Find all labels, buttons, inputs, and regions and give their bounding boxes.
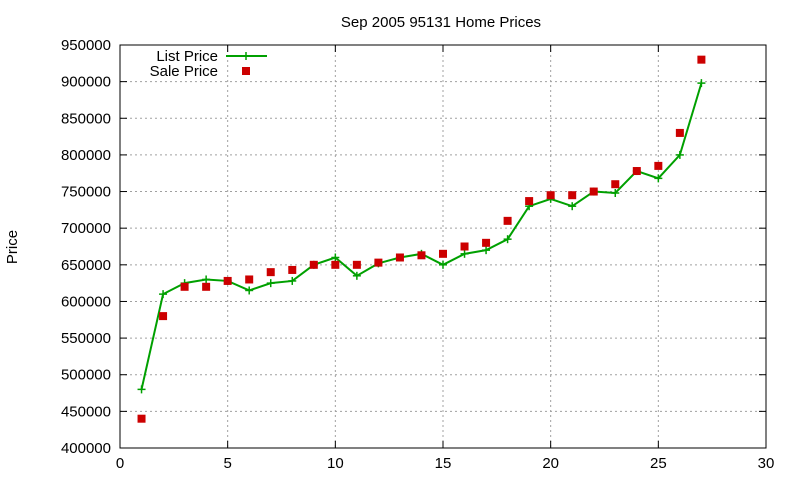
sale-price-point <box>417 251 426 260</box>
legend-square-sample <box>242 67 250 75</box>
sale-price-point <box>202 282 211 291</box>
y-tick-label: 800000 <box>61 147 111 164</box>
sale-price-point <box>568 191 577 200</box>
x-tick-label: 30 <box>758 455 775 472</box>
sale-price-point <box>309 260 318 269</box>
list-price-point <box>331 253 340 262</box>
sale-price-point <box>654 161 663 170</box>
y-tick-label: 950000 <box>61 37 111 54</box>
list-price-point <box>288 276 297 285</box>
chart-title: Sep 2005 95131 Home Prices <box>341 14 541 31</box>
list-price-point <box>202 275 211 284</box>
list-price-point <box>352 271 361 280</box>
y-tick-label: 700000 <box>61 220 111 237</box>
y-tick-label: 750000 <box>61 184 111 201</box>
list-price-point <box>675 150 684 159</box>
sale-price-point <box>395 253 404 262</box>
sale-price-point <box>245 275 254 284</box>
grid <box>120 45 766 448</box>
x-tick-label: 0 <box>116 455 124 472</box>
sale-price-point <box>266 268 275 277</box>
list-price-point <box>697 79 706 88</box>
series-1 <box>137 55 706 423</box>
y-tick-label: 550000 <box>61 330 111 347</box>
list-price-point <box>503 235 512 244</box>
sale-price-point <box>331 260 340 269</box>
legend-plus-sample <box>242 52 250 60</box>
list-price-point <box>137 385 146 394</box>
sale-price-point <box>223 276 232 285</box>
list-price-point <box>482 246 491 255</box>
y-tick-label: 850000 <box>61 110 111 127</box>
sale-price-point <box>288 265 297 274</box>
list-price-point <box>611 189 620 198</box>
sale-price-point <box>525 197 534 206</box>
sale-price-point <box>697 55 706 64</box>
y-tick-label: 600000 <box>61 293 111 310</box>
sale-price-point <box>632 167 641 176</box>
sale-price-point <box>482 238 491 247</box>
y-tick-label: 450000 <box>61 403 111 420</box>
list-price-point <box>159 290 168 299</box>
x-tick-label: 20 <box>542 455 559 472</box>
sale-price-point <box>503 216 512 225</box>
sale-price-point <box>180 282 189 291</box>
series-layer <box>137 55 706 423</box>
y-axis-label: Price <box>4 230 21 264</box>
list-price-point <box>654 174 663 183</box>
sale-price-point <box>675 128 684 137</box>
x-tick-label: 10 <box>327 455 344 472</box>
sale-price-point <box>159 312 168 321</box>
list-price-point <box>439 260 447 269</box>
x-tick-label: 15 <box>435 455 452 472</box>
series-0 <box>137 79 706 394</box>
sale-price-point <box>374 258 383 267</box>
x-tick-label: 25 <box>650 455 667 472</box>
y-tick-label: 400000 <box>61 440 111 457</box>
sale-price-point <box>460 242 469 251</box>
x-tick-label: 5 <box>223 455 231 472</box>
sale-price-point <box>439 249 447 258</box>
y-tick-label: 900000 <box>61 74 111 91</box>
list-price-point <box>245 286 254 295</box>
list-price-line <box>140 82 703 390</box>
legend-label: List Price <box>156 48 218 65</box>
legend-label: Sale Price <box>150 63 218 80</box>
sale-price-point <box>589 187 598 196</box>
sale-price-point <box>546 191 555 200</box>
sale-price-point <box>137 414 146 423</box>
list-price-point <box>568 202 577 211</box>
y-tick-label: 650000 <box>61 257 111 274</box>
list-price-point <box>266 279 275 288</box>
y-tick-label: 500000 <box>61 367 111 384</box>
sale-price-point <box>611 180 620 189</box>
list-price-point <box>460 249 469 258</box>
plot-frame <box>119 44 767 449</box>
sale-price-point <box>352 260 361 269</box>
